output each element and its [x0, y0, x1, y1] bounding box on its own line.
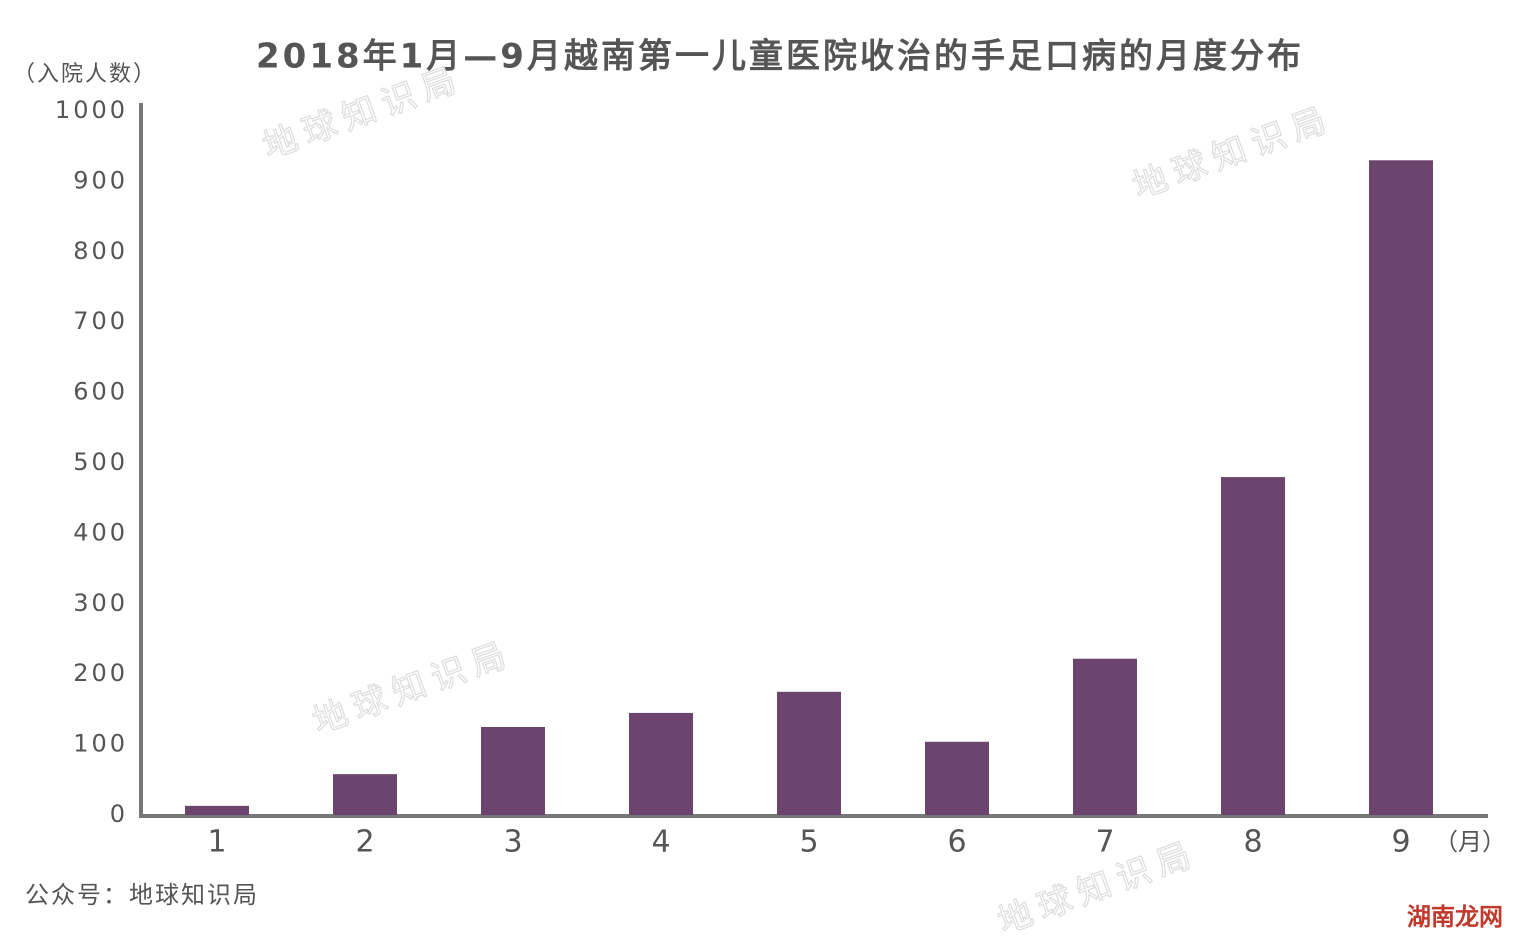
bar — [481, 727, 545, 815]
watermark: 地球知识局 — [308, 633, 519, 742]
bar — [1221, 477, 1285, 815]
x-tick-label: 8 — [1243, 825, 1262, 860]
x-axis-label: （月） — [1434, 828, 1506, 856]
bar — [629, 712, 693, 815]
y-tick-label: 200 — [73, 659, 128, 687]
y-tick-label: 800 — [73, 237, 128, 265]
source: 公众号：地球知识局 — [25, 881, 259, 909]
corner-watermark: 湖南龙网 — [1407, 903, 1503, 931]
bar — [1369, 160, 1433, 815]
x-tick-label: 3 — [503, 825, 522, 860]
y-tick-label: 700 — [73, 307, 128, 335]
x-tick-label: 4 — [651, 825, 670, 860]
bar — [185, 805, 249, 815]
y-axis-label: （入院人数） — [13, 62, 157, 87]
x-tick-label: 1 — [207, 825, 226, 860]
bar — [925, 741, 989, 815]
x-tick-label: 2 — [355, 825, 374, 860]
y-tick-label: 0 — [110, 800, 128, 828]
x-tick-label: 9 — [1391, 825, 1410, 860]
chart-title: 2018年1月—9月越南第一儿童医院收治的手足口病的月度分布 — [256, 37, 1304, 77]
bar — [777, 691, 841, 815]
bar — [333, 774, 397, 815]
y-tick-label: 500 — [73, 448, 128, 476]
watermark: 地球知识局 — [1128, 98, 1339, 207]
y-tick-label: 300 — [73, 589, 128, 617]
x-tick-label: 7 — [1095, 825, 1114, 860]
y-tick-label: 600 — [73, 378, 128, 406]
y-tick-label: 900 — [73, 166, 128, 194]
y-tick-label: 400 — [73, 518, 128, 546]
x-tick-label: 6 — [947, 825, 966, 860]
y-tick-label: 100 — [73, 730, 128, 758]
x-tick-label: 5 — [799, 825, 818, 860]
bar — [1073, 658, 1137, 815]
y-tick-label: 1000 — [55, 96, 128, 124]
